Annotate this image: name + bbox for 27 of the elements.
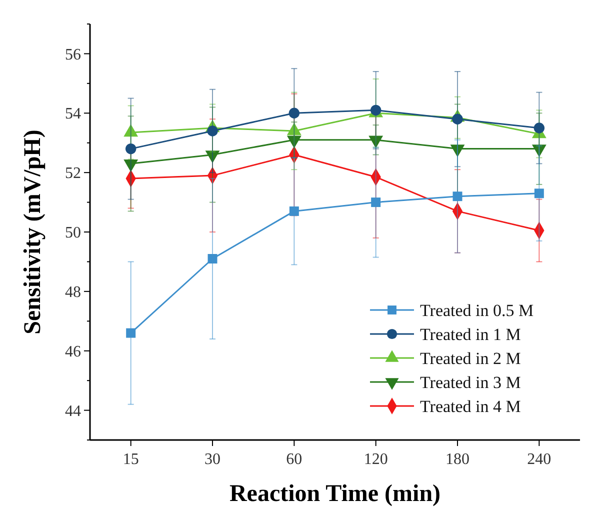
y-tick-label: 52 (65, 165, 81, 182)
x-tick-label: 180 (446, 451, 470, 468)
legend-label: Treated in 0.5 M (420, 300, 534, 320)
point (288, 108, 300, 118)
point (534, 122, 545, 134)
y-axis-title: Sensitivity (mV/pH) (20, 130, 46, 334)
point (452, 192, 462, 202)
legend-label: Treated in 2 M (420, 348, 521, 368)
y-tick-label: 54 (65, 106, 81, 123)
y-tick-label: 46 (65, 343, 81, 360)
y-tick-label: 50 (65, 224, 81, 242)
x-tick-label: 30 (204, 451, 220, 468)
point (126, 328, 136, 338)
y-tick-label: 44 (65, 402, 81, 420)
y-tick-label: 48 (65, 284, 81, 302)
point (208, 254, 218, 264)
legend-label: Treated in 1 M (420, 324, 521, 344)
x-tick-label: 240 (527, 451, 552, 468)
legend-label: Treated in 3 M (420, 372, 521, 392)
point (371, 198, 381, 208)
x-tick-label: 60 (286, 451, 302, 468)
y-tick-label: 56 (65, 46, 81, 64)
point (125, 143, 136, 154)
legend-label: Treated in 4 M (420, 396, 521, 416)
x-axis-title: Reaction Time (min) (229, 481, 441, 507)
x-tick-label: 15 (122, 451, 139, 468)
x-tick-label: 120 (364, 451, 388, 468)
